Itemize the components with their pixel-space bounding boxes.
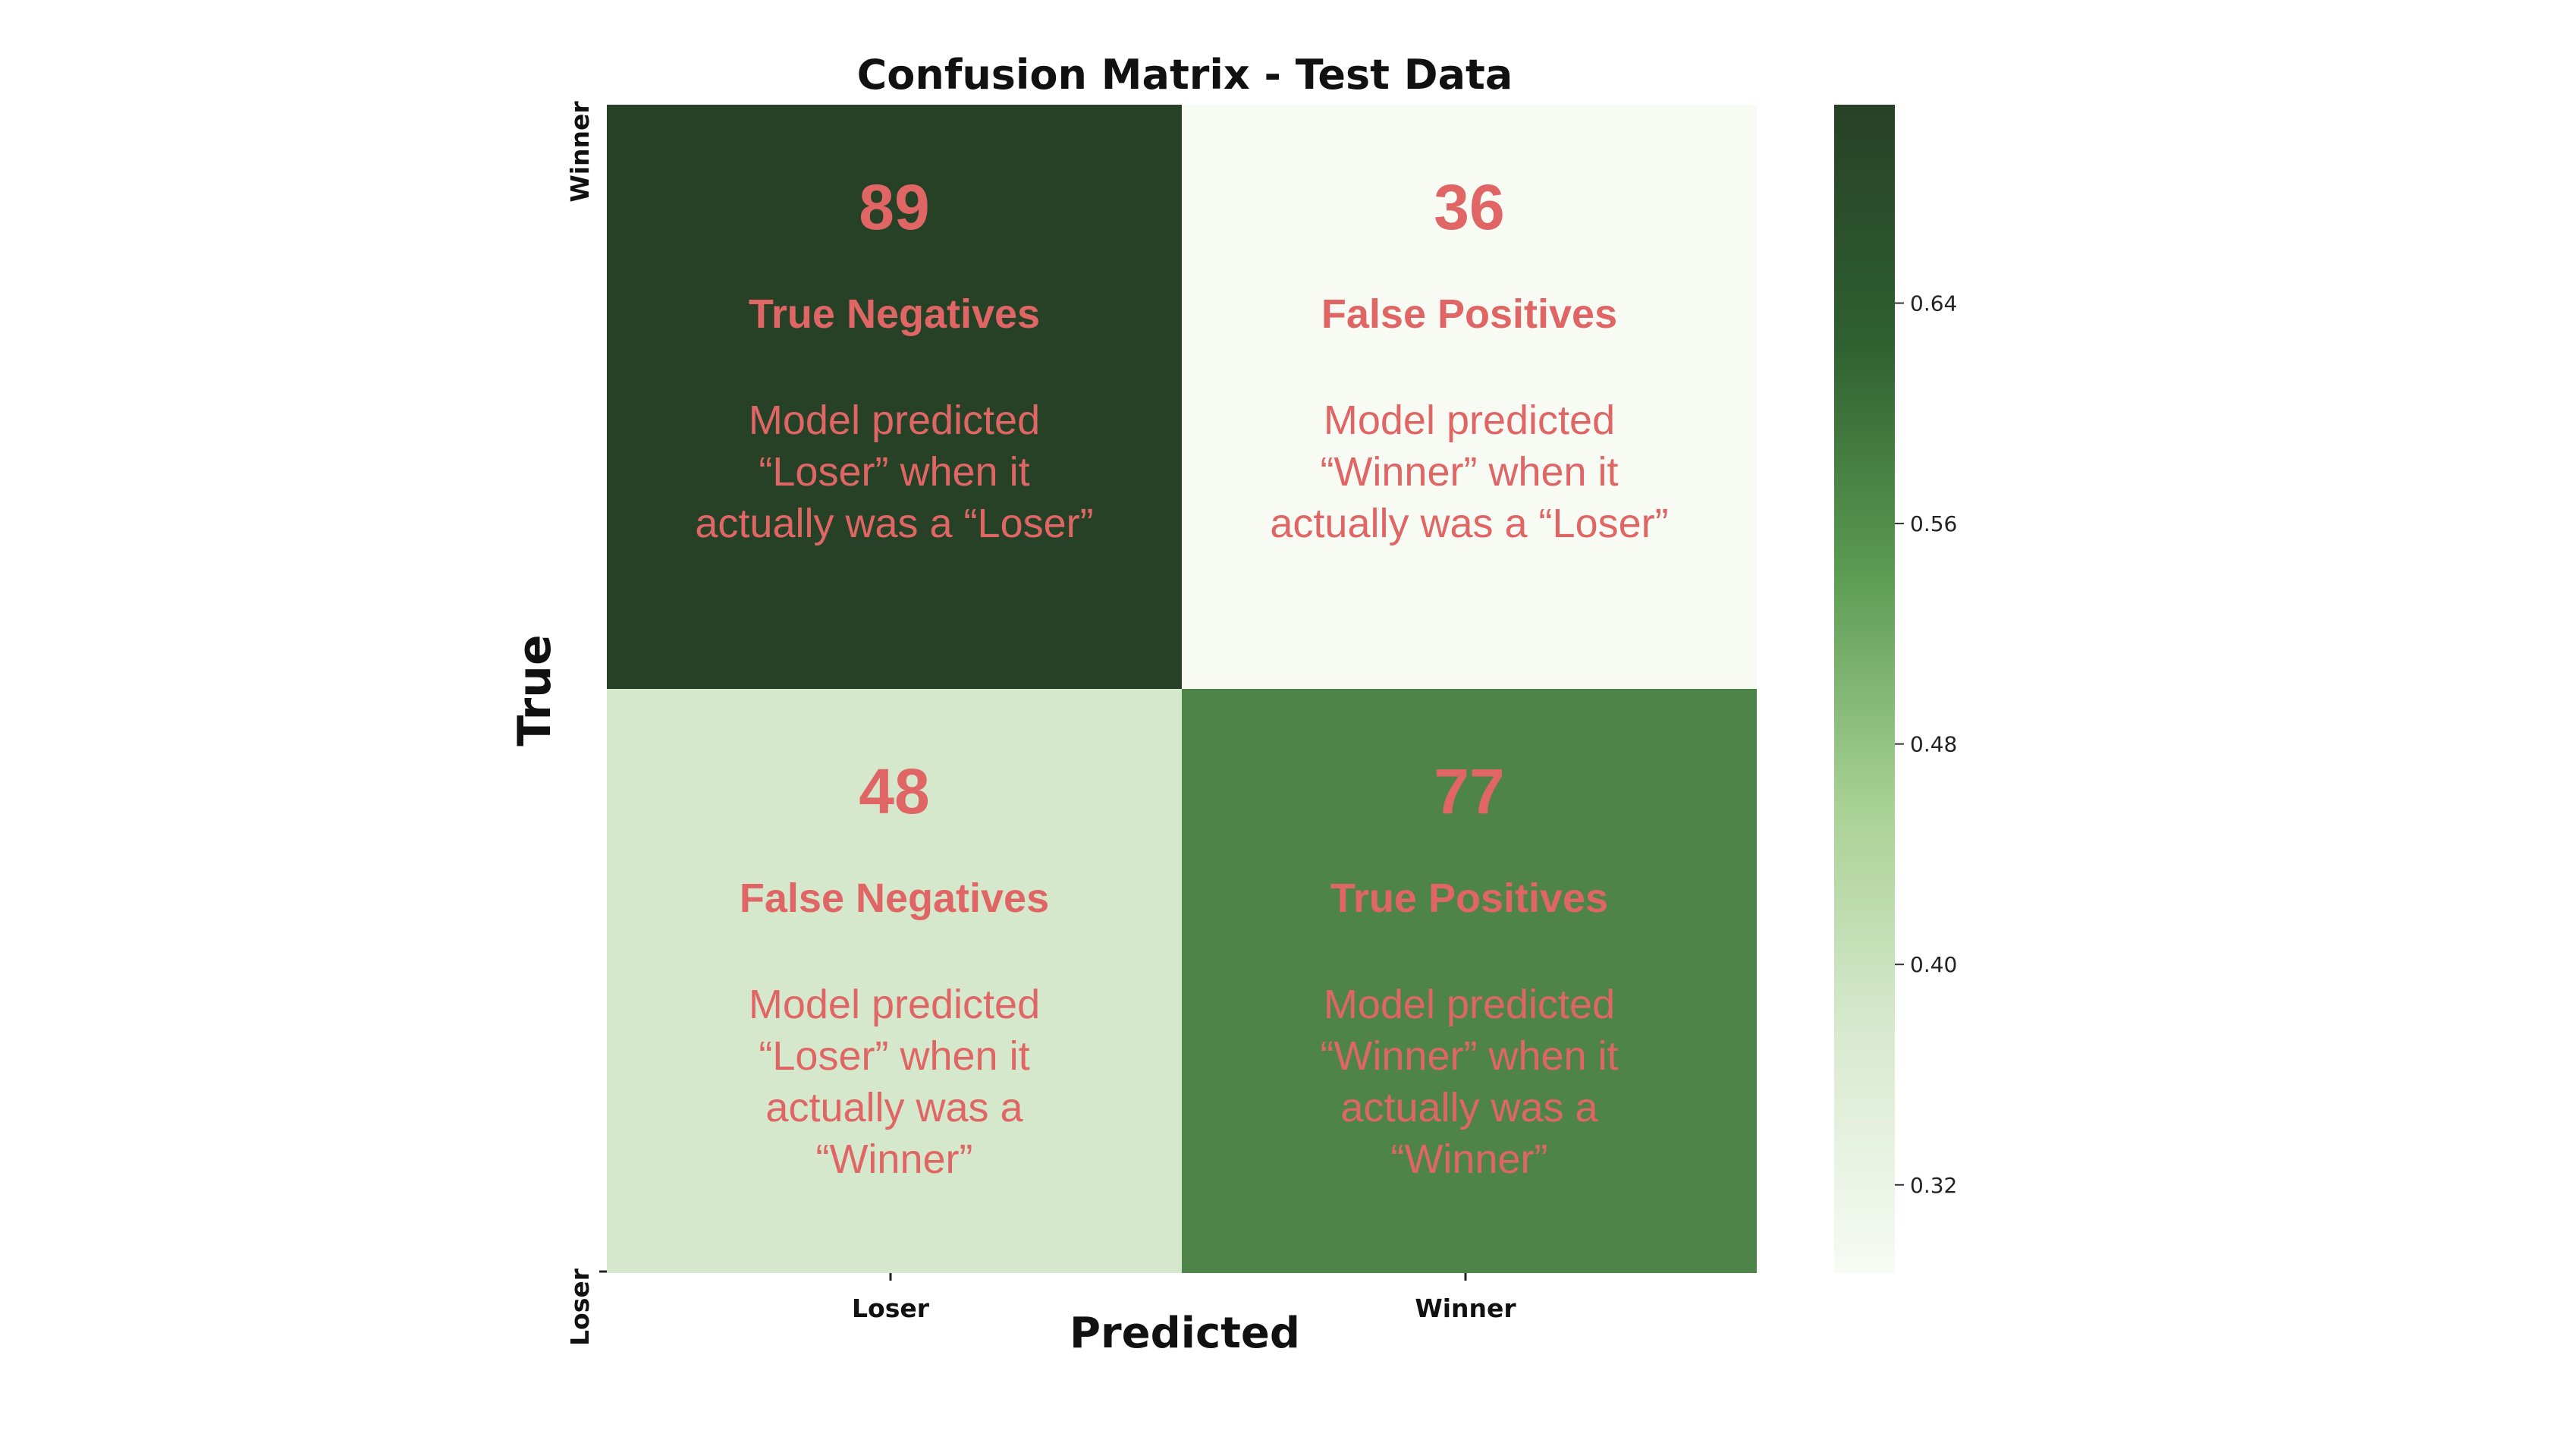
cell-description-line: Model predicted [749,398,1040,443]
cell-label: False Positives [1321,291,1617,337]
colorbar-tick-label: 0.56 [1910,511,1957,536]
x-tick-label: Winner [1415,1294,1516,1323]
y-tick-label: Winner [565,101,595,203]
colorbar-tick-label: 0.32 [1910,1173,1957,1198]
cell-description-line: Model predicted [1324,398,1615,443]
heatmap-cell [607,105,1182,689]
cell-description-line: Model predicted [1324,982,1615,1027]
colorbar-tick-label: 0.40 [1910,952,1957,977]
cell-description-line: Model predicted [749,982,1040,1027]
colorbar-tick-label: 0.48 [1910,732,1957,757]
cell-description-line: “Loser” when it [759,1033,1029,1079]
cell-label: True Positives [1330,876,1608,921]
y-tick-label: Loser [565,1268,595,1346]
chart-title: Confusion Matrix - Test Data [857,51,1513,99]
cell-value: 36 [1434,171,1504,243]
heatmap-cells [607,105,1757,1273]
colorbar-gradient [1834,105,1895,1273]
cell-description-line: “Winner” when it [1320,1033,1618,1079]
cell-label: False Negatives [740,876,1049,921]
cell-value: 89 [859,171,929,243]
y-axis-label: True [508,634,561,746]
cell-label: True Negatives [749,291,1040,337]
cell-annotations: 89 True Negatives Model predicted “Loser” w… [695,171,1668,1182]
x-tick-label: Loser [852,1294,930,1323]
x-axis-label: Predicted [1070,1309,1300,1358]
cell-value: 48 [859,756,929,827]
cell-description-line: actually was a “Loser” [695,501,1093,546]
cell-description-line: “Winner” [815,1136,972,1182]
heatmap-cell [1182,689,1757,1273]
cell-value: 77 [1434,756,1504,827]
cell-description-line: “Winner” [1390,1136,1547,1182]
heatmap-cell [607,689,1182,1273]
heatmap-cell [1182,105,1757,689]
colorbar: 0.32 0.40 0.48 0.56 0.64 [1834,105,1957,1273]
cell-description-line: “Winner” when it [1320,449,1618,495]
colorbar-tick-label: 0.64 [1910,291,1957,316]
cell-description-line: actually was a [1340,1085,1598,1130]
cell-description-line: actually was a [765,1085,1023,1130]
axes: Loser Winner Winner Loser [565,101,1516,1346]
cell-description-line: “Loser” when it [759,449,1029,495]
cell-description-line: actually was a “Loser” [1270,501,1668,546]
